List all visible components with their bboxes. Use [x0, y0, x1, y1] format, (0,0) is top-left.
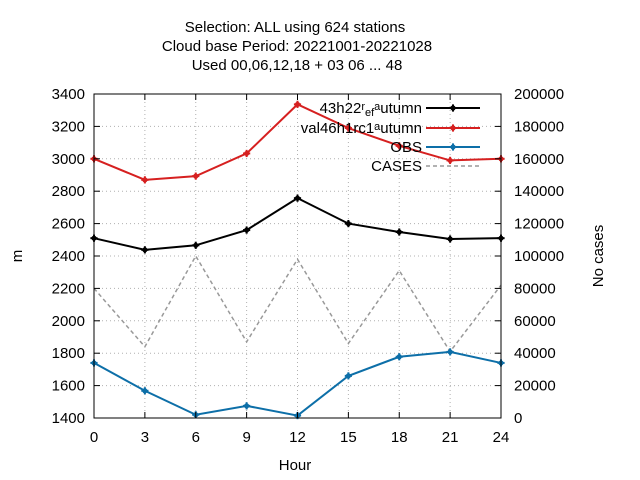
y2-tick-label: 0 — [514, 410, 522, 427]
title-line-2: Cloud base Period: 20221001-20221028 — [162, 38, 432, 55]
x-tick-label: 15 — [340, 429, 357, 446]
legend-entry-3: CASES — [371, 158, 480, 175]
data-point-1 — [344, 124, 352, 132]
x-tick-label: 6 — [192, 429, 200, 446]
y-tick-label: 1400 — [52, 410, 85, 427]
legend-label-part: utumn — [380, 120, 422, 137]
y-tick-label: 2400 — [52, 248, 85, 265]
y-tick-label: 1800 — [52, 345, 85, 362]
y-axis-label: m — [9, 250, 26, 263]
legend-label-part: 43h22 — [320, 100, 362, 117]
data-point-2 — [395, 353, 403, 361]
legend-label-part: utumn — [380, 100, 422, 117]
ticks: 0 3 6 9 12 15 18 21 24 1400 1600 1800 2000 2200 2400 26… — [52, 86, 564, 446]
data-point-1 — [192, 172, 200, 180]
grid — [94, 94, 501, 418]
y-tick-label: 2000 — [52, 313, 85, 330]
series-3 — [93, 254, 502, 353]
data-point-0 — [243, 226, 251, 234]
y2-tick-label: 120000 — [514, 216, 564, 233]
x-tick-label: 12 — [289, 429, 306, 446]
data-point-0 — [141, 246, 149, 254]
y2-tick-label: 80000 — [514, 280, 556, 297]
legend-entry-0: 43h22refautumn — [320, 100, 480, 119]
y-tick-label: 1600 — [52, 378, 85, 395]
x-tick-label: 3 — [141, 429, 149, 446]
data-point-1 — [293, 100, 302, 108]
y2-tick-label: 160000 — [514, 151, 564, 168]
series-layer — [90, 100, 505, 420]
data-point-0 — [344, 220, 352, 228]
y-tick-label: 3200 — [52, 118, 85, 135]
title-line-3: Used 00,06,12,18 + 03 06 ... 48 — [192, 57, 403, 74]
legend-label-part: val46h1rc1 — [301, 120, 374, 137]
y2-tick-label: 140000 — [514, 183, 564, 200]
legend-label: CASES — [371, 158, 422, 175]
x-tick-label: 24 — [493, 429, 510, 446]
title-line-1: Selection: ALL using 624 stations — [185, 19, 405, 36]
y2-tick-label: 40000 — [514, 345, 556, 362]
data-point-2 — [344, 372, 352, 380]
data-point-1 — [141, 176, 149, 184]
y2-tick-label: 180000 — [514, 118, 564, 135]
x-axis-label: Hour — [279, 457, 312, 474]
y-tick-label: 3000 — [52, 151, 85, 168]
x-tick-label: 18 — [391, 429, 408, 446]
y2-tick-label: 20000 — [514, 378, 556, 395]
x-tick-label: 9 — [242, 429, 250, 446]
y2-tick-label: 200000 — [514, 86, 564, 103]
data-point-0 — [192, 241, 200, 249]
data-point-2 — [446, 348, 454, 356]
legend-entry-2: OBS — [390, 139, 480, 156]
legend-label-part: a — [374, 121, 381, 133]
legend-label: 43h22refautumn — [320, 100, 422, 119]
y-tick-label: 2600 — [52, 216, 85, 233]
legend-label-part: ef — [365, 107, 375, 119]
legend-marker — [449, 143, 457, 151]
data-point-2 — [141, 387, 149, 395]
data-point-0 — [446, 235, 454, 243]
data-point-1 — [446, 156, 454, 165]
data-point-1 — [243, 149, 251, 158]
legend-marker — [449, 104, 457, 112]
y2-tick-label: 100000 — [514, 248, 564, 265]
x-tick-label: 21 — [442, 429, 459, 446]
y2-axis-label: No cases — [590, 225, 607, 288]
chart-title: Selection: ALL using 624 stations Cloud … — [162, 19, 432, 74]
legend-marker — [449, 124, 457, 132]
legend-label: OBS — [390, 139, 422, 156]
y-tick-label: 2200 — [52, 280, 85, 297]
data-point-0 — [395, 228, 403, 236]
y-tick-label: 2800 — [52, 183, 85, 200]
y2-tick-label: 60000 — [514, 313, 556, 330]
data-point-2 — [243, 402, 251, 410]
data-point-1 — [395, 142, 403, 150]
legend-label: val46h1rc1autumn — [301, 120, 422, 137]
x-tick-label: 0 — [90, 429, 98, 446]
legend-entry-1: val46h1rc1autumn — [301, 120, 480, 137]
legend-label-part: a — [374, 101, 381, 113]
legend-label-part: r — [361, 101, 365, 113]
series-line-3 — [93, 254, 502, 353]
y-tick-label: 3400 — [52, 86, 85, 103]
data-point-0 — [293, 194, 302, 202]
